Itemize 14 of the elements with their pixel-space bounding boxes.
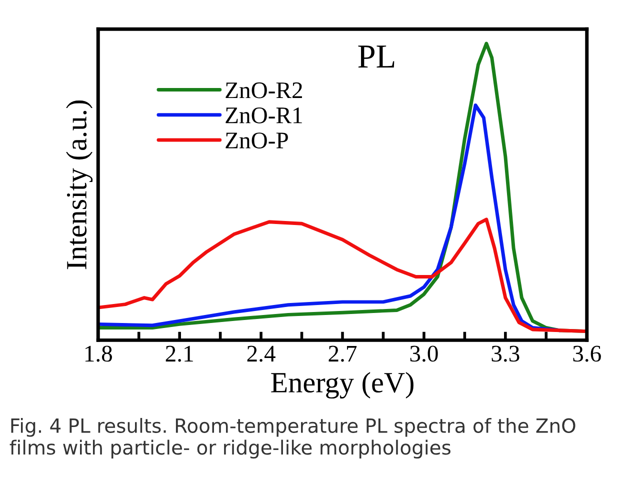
x-tick-label: 2.1: [166, 346, 193, 362]
x-tick-label: 3.6: [573, 346, 601, 362]
x-tick-label: 2.4: [247, 346, 276, 362]
x-tick-label: 3.3: [492, 346, 520, 362]
legend-label: ZnO-R2: [226, 82, 302, 98]
x-axis-title: Energy (eV): [271, 372, 414, 399]
x-tick-label: 1.8: [85, 346, 112, 362]
x-tick-label: 2.7: [328, 346, 357, 362]
chart-title: PL: [358, 46, 394, 68]
caption: Fig. 4 PL results. Room-temperature PL spectra of the ZnO films with particle- or ridge-like morphologies: [10, 418, 576, 459]
y-axis-title: Intensity (a.u.): [66, 100, 93, 270]
legend-label: ZnO-P: [226, 132, 288, 148]
x-tick-label: 3.0: [410, 346, 438, 362]
legend-label: ZnO-R1: [226, 108, 302, 124]
